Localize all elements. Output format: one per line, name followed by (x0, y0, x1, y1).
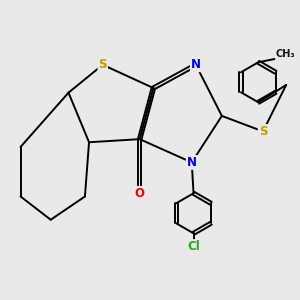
Text: N: N (187, 156, 197, 169)
Text: CH₃: CH₃ (276, 49, 296, 59)
Text: S: S (98, 58, 107, 71)
Text: Cl: Cl (187, 240, 200, 253)
Text: S: S (259, 125, 267, 138)
Text: O: O (135, 187, 145, 200)
Text: N: N (191, 58, 201, 71)
